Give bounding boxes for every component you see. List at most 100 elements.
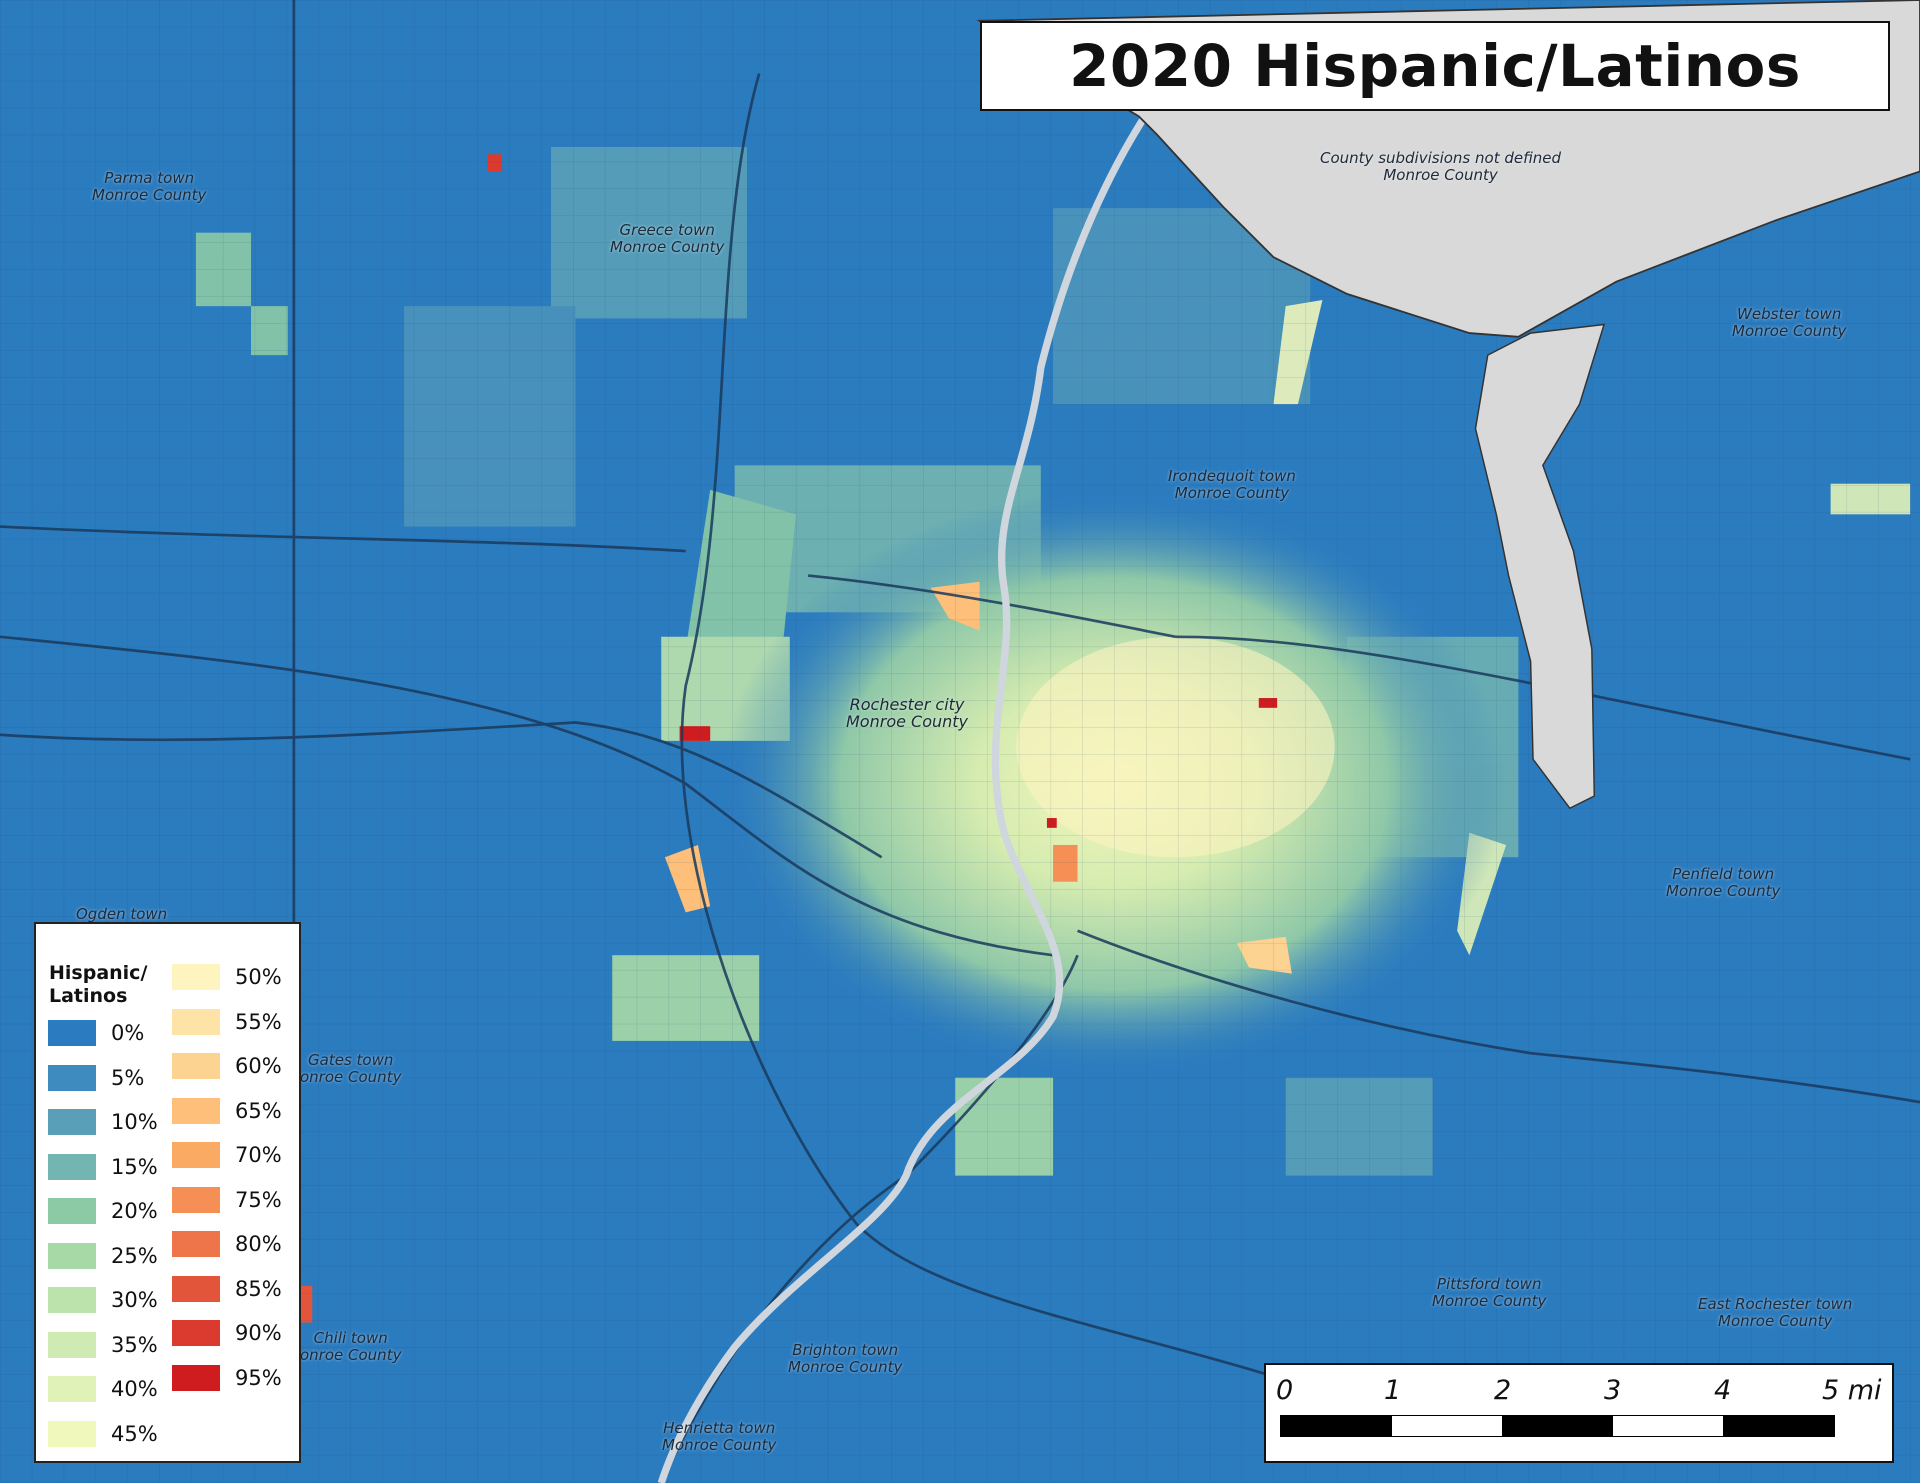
scale-label: 5 mi	[1822, 1375, 1882, 1406]
label-ogden: Ogden town	[76, 906, 167, 923]
legend-item: 70%	[172, 1142, 282, 1168]
legend-item: 5%	[48, 1064, 145, 1091]
legend-label: 55%	[235, 1009, 282, 1034]
brighton-line2: Monroe County	[788, 1358, 903, 1376]
legend-swatch	[172, 964, 220, 990]
scale-bar-box: 0 1 2 3 4 5 mi	[1264, 1363, 1894, 1463]
rochester-line2: Monroe County	[846, 712, 969, 731]
rochester-line1: Rochester city	[849, 695, 965, 714]
label-irondequoit: Irondequoit town Monroe County	[1168, 468, 1296, 502]
ogden-line1: Ogden town	[76, 905, 168, 923]
legend-swatch	[172, 1320, 220, 1346]
legend-swatch	[48, 1420, 96, 1447]
legend-label: 0%	[111, 1021, 145, 1045]
scale-label: 4	[1714, 1375, 1732, 1406]
map-title: 2020 Hispanic/Latinos	[1069, 32, 1801, 100]
legend-item: 10%	[48, 1109, 158, 1135]
legend-label: 30%	[111, 1288, 158, 1312]
legend-label: 80%	[235, 1232, 282, 1256]
legend-label: 75%	[235, 1187, 282, 1212]
scale-segment	[1281, 1416, 1392, 1436]
scale-label: 1	[1384, 1375, 1402, 1406]
legend-swatch	[48, 1287, 96, 1313]
label-henrietta: Henrietta town Monroe County	[662, 1420, 776, 1454]
legend-swatch	[48, 1376, 96, 1402]
legend-swatch	[172, 1364, 220, 1391]
greece-line1: Greece town	[619, 221, 715, 239]
legend-label: 15%	[111, 1154, 158, 1179]
legend-swatch	[48, 1109, 96, 1135]
legend-swatch	[48, 1064, 96, 1091]
legend-label: 5%	[111, 1065, 145, 1090]
legend-item: 60%	[172, 1053, 282, 1079]
chili-line1: Chili town	[313, 1329, 388, 1347]
label-lake-note: County subdivisions not defined Monroe C…	[1320, 150, 1561, 184]
legend-item: 50%	[172, 964, 282, 990]
pittsford-line2: Monroe County	[1432, 1292, 1547, 1310]
legend-item: 65%	[172, 1097, 282, 1124]
legend-item: 85%	[172, 1275, 282, 1302]
scale-bar	[1280, 1415, 1835, 1437]
legend-title-line1: Hispanic/	[49, 962, 148, 984]
label-greece: Greece town Monroe County	[610, 222, 724, 256]
legend-label: 60%	[235, 1054, 282, 1078]
label-east-rochester: East Rochester town Monroe County	[1698, 1296, 1852, 1330]
legend-label: 20%	[111, 1199, 158, 1223]
legend-item: 20%	[48, 1198, 158, 1224]
legend-label: 70%	[235, 1143, 282, 1167]
legend-item: 40%	[48, 1376, 158, 1402]
legend-label: 40%	[111, 1377, 158, 1401]
legend-label: 45%	[111, 1421, 158, 1446]
east-rochester-line1: East Rochester town	[1698, 1295, 1853, 1313]
legend-swatch	[48, 1153, 96, 1180]
legend-swatch	[172, 1275, 220, 1302]
henrietta-line1: Henrietta town	[663, 1419, 776, 1437]
legend-swatch	[48, 1242, 96, 1269]
legend-label: 95%	[235, 1365, 282, 1390]
irondequoit-line1: Irondequoit town	[1168, 467, 1296, 485]
genesee-river	[657, 114, 1148, 1483]
legend-label: 10%	[111, 1110, 158, 1134]
webster-line2: Monroe County	[1732, 322, 1847, 340]
legend-item: 55%	[172, 1008, 282, 1035]
legend-label: 90%	[235, 1321, 282, 1345]
scale-segment	[1723, 1416, 1834, 1436]
penfield-line2: Monroe County	[1666, 882, 1781, 900]
penfield-line1: Penfield town	[1672, 865, 1775, 883]
legend-item: 45%	[48, 1420, 158, 1447]
legend-swatch	[172, 1231, 220, 1257]
scale-segment	[1612, 1416, 1724, 1436]
scale-label: 3	[1604, 1375, 1622, 1406]
brighton-line1: Brighton town	[792, 1341, 899, 1359]
legend-label: 35%	[111, 1332, 158, 1357]
greece-line2: Monroe County	[610, 238, 725, 256]
label-chili: Chili town onroe County	[300, 1330, 401, 1364]
legend-item: 25%	[48, 1242, 158, 1269]
legend-swatch	[172, 1053, 220, 1079]
legend-swatch	[48, 1198, 96, 1224]
legend-swatch	[48, 1331, 96, 1358]
irondequoit-bay	[1474, 323, 1606, 810]
legend-item: 80%	[172, 1231, 282, 1257]
legend-label: 65%	[235, 1098, 282, 1123]
east-rochester-line2: Monroe County	[1718, 1312, 1833, 1330]
label-rochester: Rochester city Monroe County	[846, 696, 968, 730]
legend-item: 30%	[48, 1287, 158, 1313]
scale-segment	[1391, 1416, 1503, 1436]
scale-segment	[1502, 1416, 1613, 1436]
label-webster: Webster town Monroe County	[1732, 306, 1846, 340]
webster-line1: Webster town	[1737, 305, 1842, 323]
legend-swatch	[172, 1008, 220, 1035]
parma-line1: Parma town	[104, 169, 195, 187]
label-pittsford: Pittsford town Monroe County	[1432, 1276, 1546, 1310]
lake-note-line1: County subdivisions not defined	[1320, 149, 1562, 167]
legend-item: 95%	[172, 1364, 282, 1391]
scale-label: 2	[1494, 1375, 1512, 1406]
legend-item: 15%	[48, 1153, 158, 1180]
legend-swatch	[172, 1142, 220, 1168]
legend-swatch	[172, 1186, 220, 1213]
legend-item: 75%	[172, 1186, 282, 1213]
legend-swatch	[48, 1020, 96, 1046]
